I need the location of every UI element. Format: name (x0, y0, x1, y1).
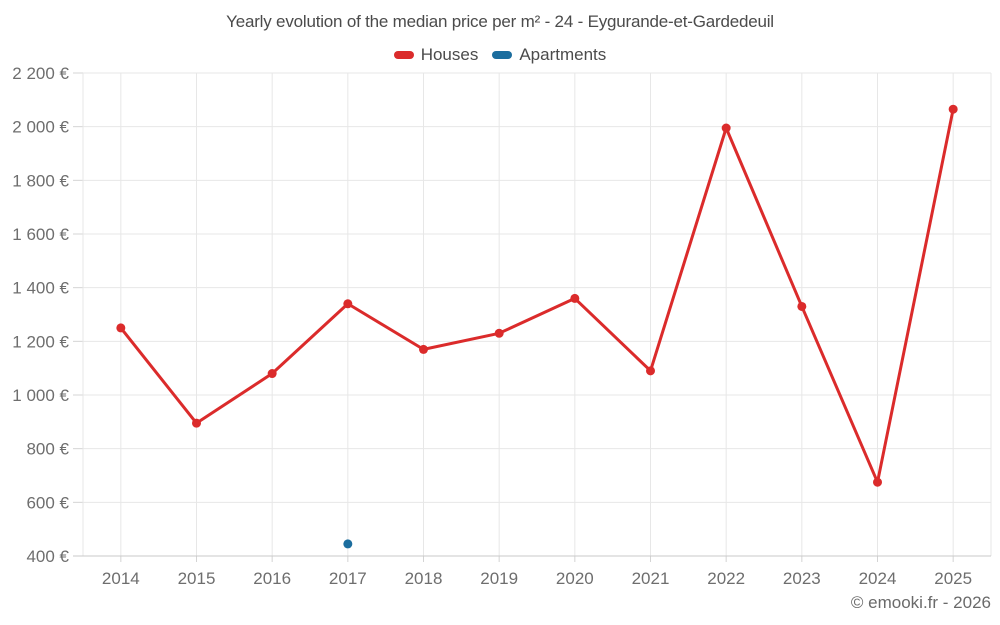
legend-label-houses: Houses (420, 45, 479, 64)
houses-point-2018[interactable] (419, 344, 428, 354)
x-axis-label: 2017 (329, 569, 367, 588)
x-axis-label: 2020 (556, 569, 594, 588)
houses-point-2024[interactable] (873, 477, 882, 487)
legend: Houses Apartments (0, 45, 1000, 65)
y-axis-label: 1 400 € (12, 279, 69, 298)
y-axis-label: 2 000 € (12, 118, 69, 137)
x-axis-label: 2014 (102, 569, 140, 588)
houses-point-2021[interactable] (646, 366, 655, 376)
x-axis-label: 2023 (783, 569, 821, 588)
legend-item-apartments[interactable]: Apartments (492, 45, 606, 65)
y-axis-label: 400 € (26, 547, 69, 566)
houses-line (119, 107, 955, 484)
houses-point-2019[interactable] (494, 328, 504, 338)
legend-item-houses[interactable]: Houses (393, 45, 479, 65)
houses-point-2014[interactable] (116, 323, 126, 333)
houses-point-2015[interactable] (192, 418, 201, 428)
houses-point-2025[interactable] (948, 104, 958, 114)
x-axis-label: 2022 (707, 569, 745, 588)
chart-title: Yearly evolution of the median price per… (226, 12, 774, 31)
houses-point-2016[interactable] (267, 369, 277, 379)
houses-point-2017[interactable] (343, 299, 353, 309)
y-axis-label: 800 € (26, 440, 69, 459)
houses-point-2020[interactable] (570, 293, 580, 303)
x-axis-label: 2018 (405, 569, 443, 588)
x-axis-label: 2021 (632, 569, 670, 588)
apartments-point-2017[interactable] (343, 539, 353, 549)
houses-point-2022[interactable] (721, 123, 731, 133)
x-axis-label: 2025 (934, 569, 972, 588)
y-axis-label: 1 000 € (12, 386, 69, 405)
y-axis-label: 1 800 € (12, 171, 69, 190)
apartments-swatch-icon (492, 51, 513, 59)
x-axis-label: 2015 (178, 569, 216, 588)
x-axis-label: 2024 (859, 569, 897, 588)
y-axis-label: 1 200 € (12, 332, 69, 351)
y-axis-label: 2 200 € (12, 64, 69, 83)
y-axis-label: 1 600 € (12, 225, 69, 244)
x-axis-label: 2016 (253, 569, 291, 588)
houses-point-2023[interactable] (797, 301, 807, 311)
y-axis-label: 600 € (26, 493, 69, 512)
x-axis-label: 2019 (480, 569, 518, 588)
copyright-credit[interactable]: © emooki.fr - 2026 (850, 593, 991, 612)
legend-label-apartments: Apartments (519, 45, 607, 64)
houses-swatch-icon (393, 51, 414, 59)
